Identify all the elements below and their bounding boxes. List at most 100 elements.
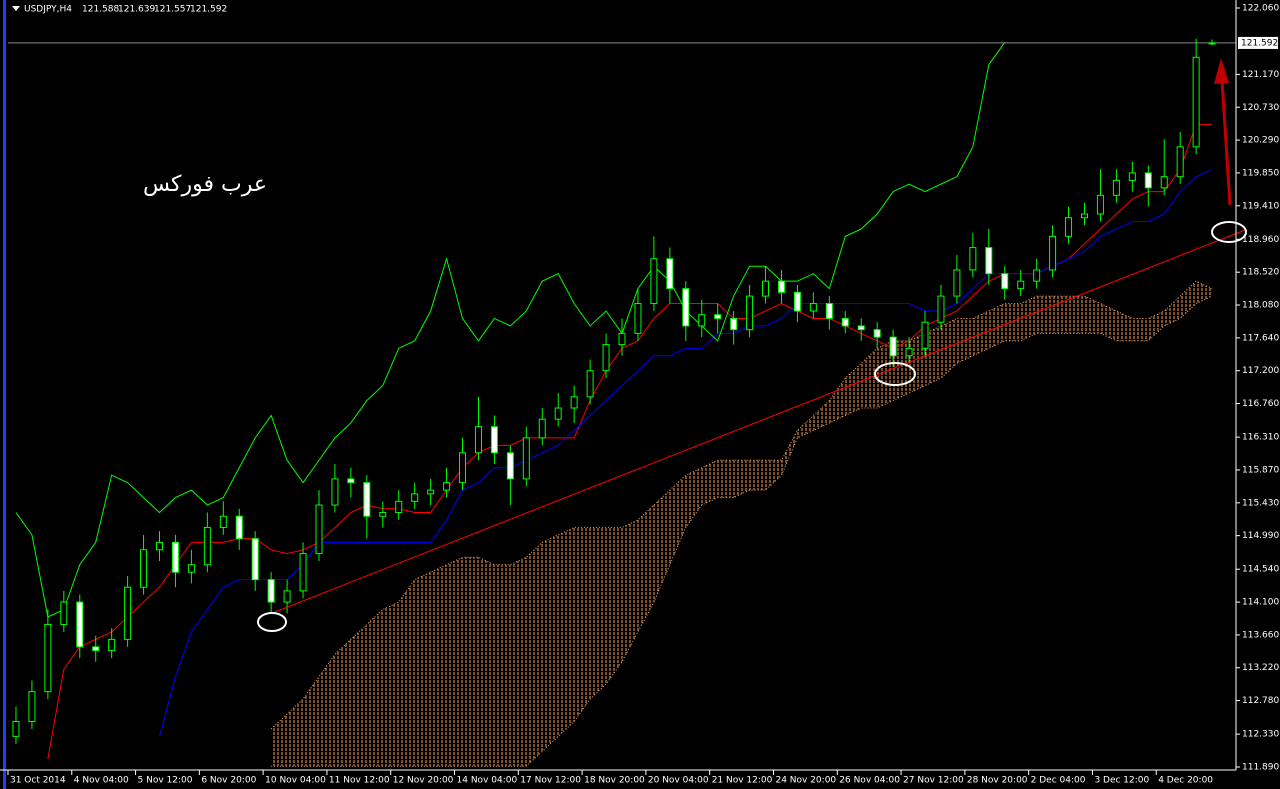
candle-body [985, 247, 993, 275]
candle-body [203, 526, 211, 566]
candle-body [124, 586, 132, 640]
highlight-ellipse [257, 612, 287, 632]
arrow-head [1214, 58, 1229, 84]
candle-body [347, 478, 355, 484]
candle-body [395, 500, 403, 514]
y-tick-label: 118.520 [1242, 268, 1279, 278]
candle-body [411, 493, 419, 502]
candle-body [1080, 213, 1088, 219]
candle-body [554, 407, 562, 420]
y-tick-label: 119.850 [1242, 168, 1279, 178]
candle-body [379, 512, 387, 517]
x-tick-label: 5 Nov 12:00 [138, 776, 193, 786]
cloud-edge [270, 280, 1213, 730]
candle-body [1112, 179, 1120, 196]
candle-body [921, 321, 929, 349]
x-tick-label: 20 Nov 04:00 [648, 776, 709, 786]
arrow-shaft [1220, 79, 1232, 206]
watermark: عرب فوركس [143, 172, 267, 197]
highlight-ellipse [1211, 221, 1247, 243]
y-tick-label: 120.290 [1242, 136, 1279, 146]
cloud [271, 281, 1213, 767]
price-tag [1238, 36, 1278, 49]
candle-body [1128, 172, 1136, 181]
y-tick-label: 117.640 [1242, 333, 1279, 343]
candle-body [953, 269, 961, 297]
x-tick-label: 18 Nov 20:00 [584, 776, 645, 786]
candle-layer [12, 38, 1216, 744]
candle-body [506, 452, 514, 480]
x-tick-label: 10 Nov 04:00 [265, 776, 326, 786]
candle-body [1144, 172, 1152, 189]
candle-body [1033, 269, 1041, 282]
cloud-edge [271, 295, 1213, 767]
candle-body [905, 347, 913, 357]
candle-body [730, 317, 738, 331]
candle-body [443, 482, 451, 491]
candle-body [841, 317, 849, 327]
candle-body [267, 579, 275, 603]
menu-icon [12, 6, 20, 11]
candle-body [76, 601, 84, 648]
y-tick-label: 114.540 [1242, 565, 1279, 575]
candle-body [538, 418, 546, 439]
x-tick-label: 4 Dec 20:00 [1158, 776, 1213, 786]
candle-body [1065, 217, 1073, 237]
candle-body [570, 396, 578, 409]
window-edge [3, 0, 6, 789]
candle-body [777, 280, 785, 293]
x-tick-label: 26 Nov 04:00 [839, 776, 900, 786]
candle-body [156, 541, 164, 551]
candle-body [1049, 235, 1057, 271]
y-tick-label: 121.170 [1242, 70, 1279, 80]
y-tick-label: 122.060 [1242, 4, 1279, 14]
x-tick-label: 24 Nov 20:00 [775, 776, 836, 786]
candle-body [187, 564, 195, 573]
candle-body [873, 329, 881, 338]
candle-body [857, 325, 865, 331]
x-tick-label: 21 Nov 12:00 [712, 776, 773, 786]
x-tick-label: 31 Oct 2014 [10, 776, 66, 786]
candle-body [937, 295, 945, 323]
symbol: USDJPY,H4 [24, 5, 72, 15]
candle-body [825, 303, 833, 319]
x-tick-label: 6 Nov 20:00 [201, 776, 256, 786]
candle-body [889, 336, 897, 357]
ohlc-low: 121.557 [154, 5, 191, 15]
indicator-line [47, 123, 1213, 759]
x-tick-label: 11 Nov 12:00 [329, 776, 390, 786]
y-tick-label: 118.960 [1242, 235, 1279, 245]
x-tick-label: 4 Nov 04:00 [74, 776, 129, 786]
candle-body [299, 553, 307, 592]
candle-body [108, 638, 116, 652]
candle-body [698, 314, 706, 327]
y-tick-label: 118.080 [1242, 301, 1279, 311]
price-tag-label: 121.592 [1241, 38, 1278, 48]
candle-body [714, 314, 722, 319]
candle-body [618, 332, 626, 346]
candle-body [650, 258, 658, 305]
candle-body [283, 590, 291, 603]
y-tick-label: 114.100 [1242, 598, 1279, 608]
candle-body [809, 303, 817, 312]
candle-body [793, 291, 801, 312]
candle-body [762, 280, 770, 297]
candle-body [1096, 194, 1104, 215]
trend-line [274, 229, 1246, 613]
candle-body [28, 691, 36, 722]
y-tick-label: 113.660 [1242, 630, 1279, 640]
candle-body [331, 478, 339, 506]
ohlc-close: 121.592 [190, 5, 227, 15]
candle-body [1001, 273, 1009, 290]
candle-body [12, 720, 20, 737]
candle-body [682, 288, 690, 327]
y-tick-label: 117.200 [1242, 366, 1279, 376]
y-tick-label: 116.310 [1242, 433, 1279, 443]
candle-body [1208, 42, 1216, 45]
candle-body [602, 344, 610, 372]
x-tick-label: 2 Dec 04:00 [1031, 776, 1086, 786]
x-tick-label: 12 Nov 20:00 [393, 776, 454, 786]
candle-body [171, 541, 179, 573]
